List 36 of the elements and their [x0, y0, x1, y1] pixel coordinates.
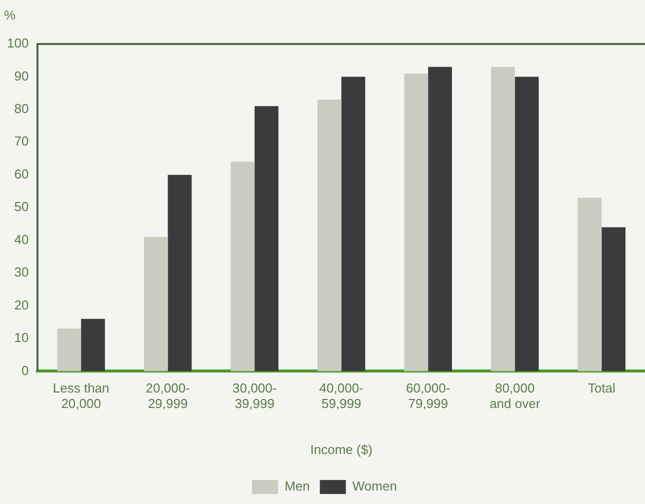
y-tick-label: 80: [14, 101, 29, 116]
bar: [491, 66, 515, 372]
x-tick-label: Total: [588, 380, 616, 396]
y-tick-label: 50: [14, 199, 29, 214]
x-tick-label: 20,000- 29,999: [146, 380, 190, 412]
x-tick-label: 40,000- 59,999: [319, 380, 364, 412]
bar: [81, 318, 105, 372]
x-tick-label: 60,000- 79,999: [406, 380, 450, 412]
bar: [254, 106, 278, 372]
bar: [404, 73, 428, 372]
y-tick-label: 0: [21, 362, 29, 378]
bar: [602, 227, 626, 372]
y-axis-title: %: [4, 8, 16, 23]
bar: [578, 198, 602, 372]
bar: [428, 66, 452, 372]
x-tick-label: 80,000 and over: [490, 380, 541, 412]
y-tick-label: 100: [6, 36, 29, 51]
x-tick-label: Less than 20,000: [52, 380, 110, 412]
y-tick-label: 90: [14, 68, 29, 84]
bar: [514, 76, 539, 372]
y-tick-label: 30: [14, 264, 29, 280]
bar: [341, 76, 366, 372]
legend-label: Men: [284, 478, 310, 494]
y-tick-label: 20: [14, 297, 29, 312]
y-tick-label: 60: [14, 166, 29, 182]
bar: [230, 162, 255, 372]
y-tick-label: 40: [14, 232, 29, 247]
bar: [144, 237, 168, 372]
legend-label: Women: [352, 478, 397, 494]
x-axis-title: Income ($): [310, 442, 372, 457]
bar: [317, 100, 342, 372]
bar: [57, 328, 82, 372]
y-tick-label: 10: [14, 330, 29, 346]
x-tick-label: 30,000- 39,999: [232, 380, 277, 412]
bar: [168, 174, 192, 372]
y-tick-label: 70: [14, 134, 29, 149]
